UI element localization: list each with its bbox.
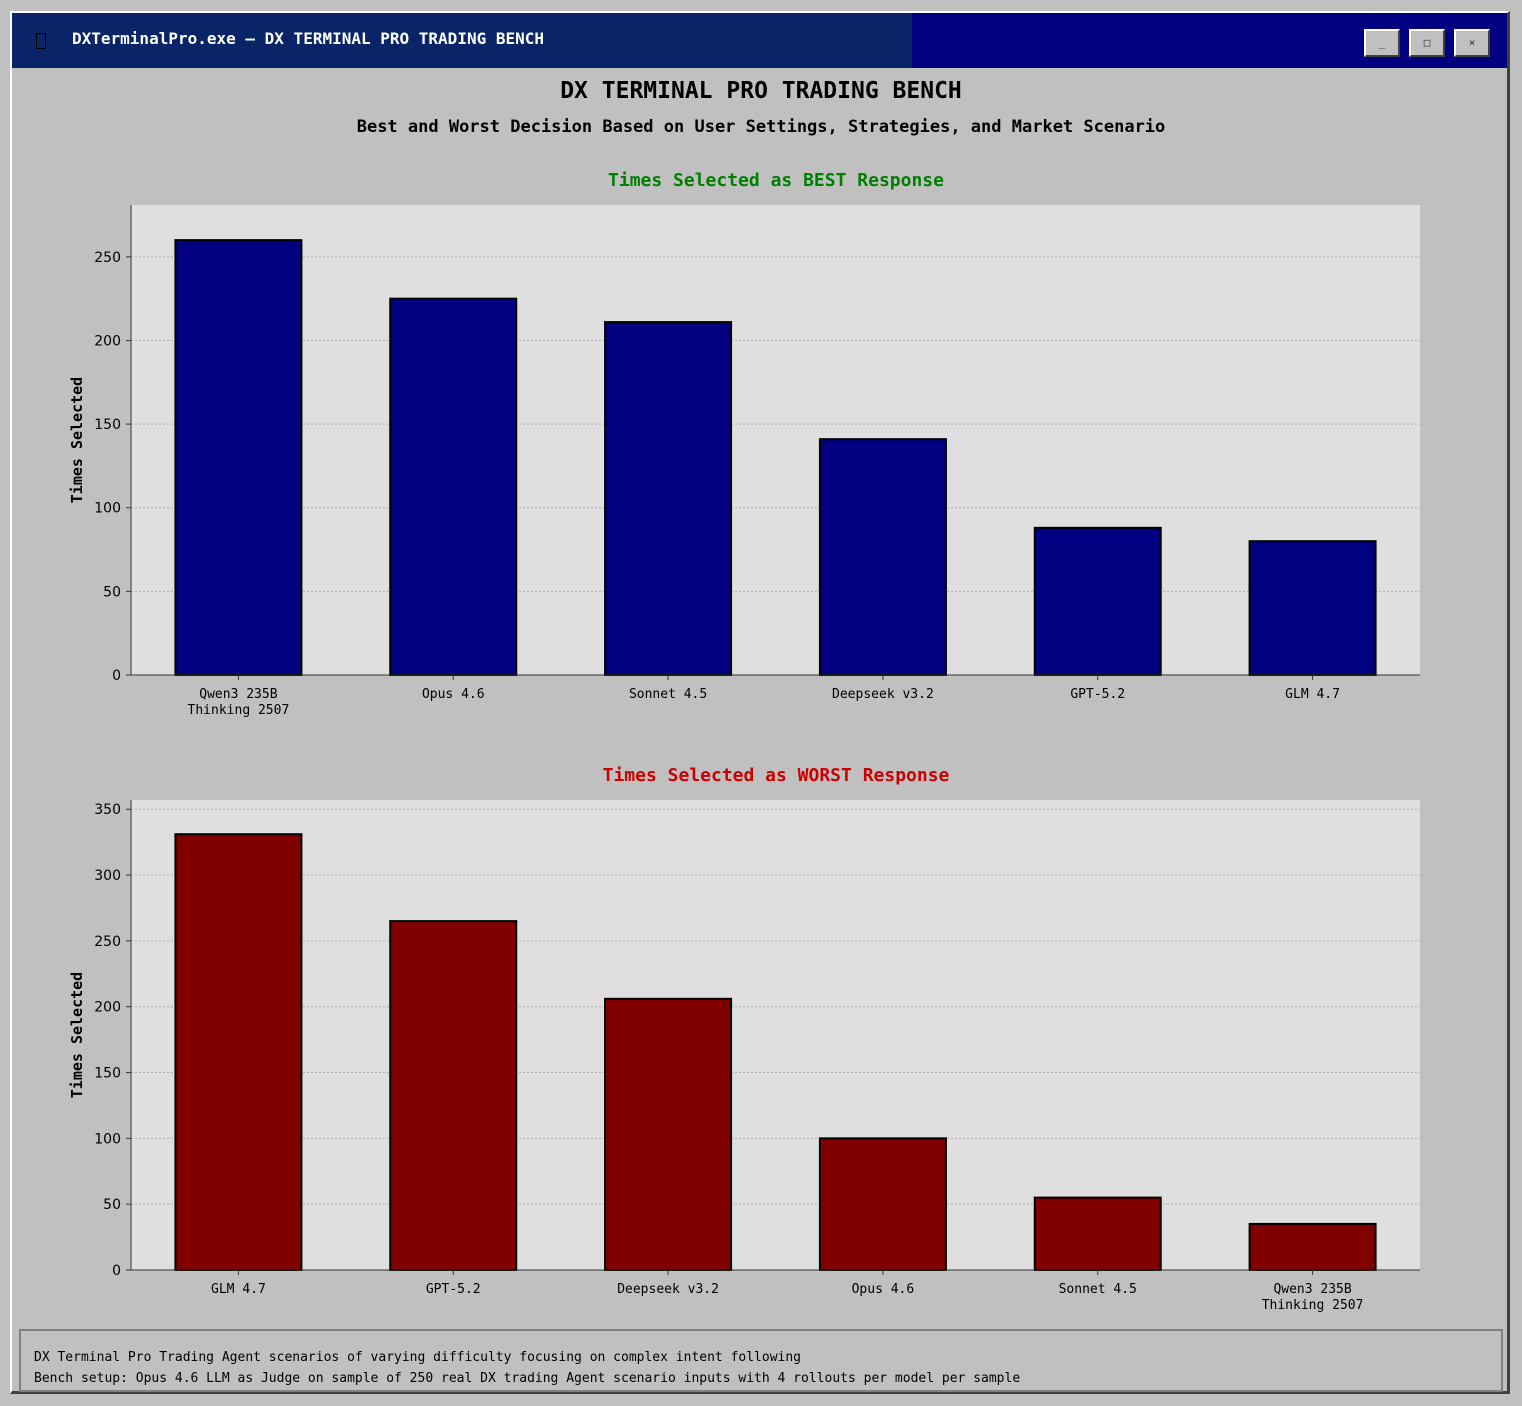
x-tick-label: Qwen3 235B Thinking 2507 (188, 687, 290, 718)
y-tick-label: 250 (94, 934, 121, 950)
y-axis-label: Times Selected (68, 972, 86, 1098)
bar (1248, 1222, 1377, 1271)
y-tick-label: 100 (94, 501, 121, 517)
bar (389, 297, 518, 676)
y-tick-label: 200 (94, 333, 121, 349)
x-tick-label: Sonnet 4.5 (1059, 1282, 1137, 1297)
bar (174, 239, 303, 677)
footer-line-1: DX Terminal Pro Trading Agent scenarios … (34, 1350, 802, 1365)
y-tick-label: 100 (94, 1131, 121, 1147)
plot-area (131, 205, 1420, 675)
page-title: DX TERMINAL PRO TRADING BENCH (560, 78, 962, 104)
best-chart-title: Times Selected as BEST Response (608, 170, 944, 191)
worst-chart: 0 50 100 150 200 250 300 350 GLM 4.7 GPT-5.2 Deeps… (68, 800, 1420, 1313)
bar (1033, 526, 1162, 677)
x-tick-label: GPT-5.2 (426, 1282, 481, 1297)
bar (389, 920, 518, 1271)
x-tick-label: GLM 4.7 (1285, 687, 1340, 702)
bar (1248, 540, 1377, 677)
x-tick-label: Qwen3 235B Thinking 2507 (1262, 1282, 1364, 1313)
x-tick-label: GPT-5.2 (1070, 687, 1125, 702)
best-chart: 0 50 100 150 200 250 Qwen3 235B Thinking 2507 Op… (68, 205, 1420, 718)
bar (604, 997, 733, 1271)
y-tick-label: 150 (94, 1066, 121, 1082)
y-tick-label: 0 (112, 668, 121, 684)
worst-chart-title: Times Selected as WORST Response (602, 765, 950, 786)
y-tick-label: 200 (94, 1000, 121, 1016)
app-icon (36, 33, 46, 49)
x-tick-label: Deepseek v3.2 (832, 687, 934, 702)
bar (604, 321, 733, 676)
footer-notes: DX Terminal Pro Trading Agent scenarios … (19, 1329, 1503, 1392)
footer-line-2: Bench setup: Opus 4.6 LLM as Judge on sa… (34, 1371, 1021, 1386)
y-tick-label: 0 (112, 1263, 121, 1279)
title-bar[interactable]: DXTerminalPro.exe — DX TERMINAL PRO TRAD… (12, 13, 1507, 68)
y-tick-label: 350 (94, 802, 121, 818)
x-tick-label: Opus 4.6 (422, 687, 485, 702)
page-subtitle: Best and Worst Decision Based on User Se… (356, 117, 1166, 137)
plot-area (131, 800, 1420, 1270)
y-tick-label: 150 (94, 417, 121, 433)
x-tick-label: Sonnet 4.5 (629, 687, 707, 702)
minimize-button[interactable]: _ (1364, 29, 1400, 57)
title-bar-gradient (12, 13, 912, 68)
bar (1033, 1196, 1162, 1272)
x-tick-label: GLM 4.7 (211, 1282, 266, 1297)
y-tick-label: 300 (94, 868, 121, 884)
bar (174, 833, 303, 1271)
close-button[interactable]: × (1454, 29, 1490, 57)
y-tick-label: 250 (94, 250, 121, 266)
x-tick-label: Deepseek v3.2 (617, 1282, 719, 1297)
window-title: DXTerminalPro.exe — DX TERMINAL PRO TRAD… (72, 29, 545, 48)
y-tick-label: 50 (103, 1197, 121, 1213)
bar (818, 438, 947, 676)
x-tick-label: Opus 4.6 (852, 1282, 915, 1297)
bar (818, 1137, 947, 1271)
maximize-button[interactable]: □ (1409, 29, 1445, 57)
y-tick-label: 50 (103, 584, 121, 600)
y-axis-label: Times Selected (68, 377, 86, 503)
